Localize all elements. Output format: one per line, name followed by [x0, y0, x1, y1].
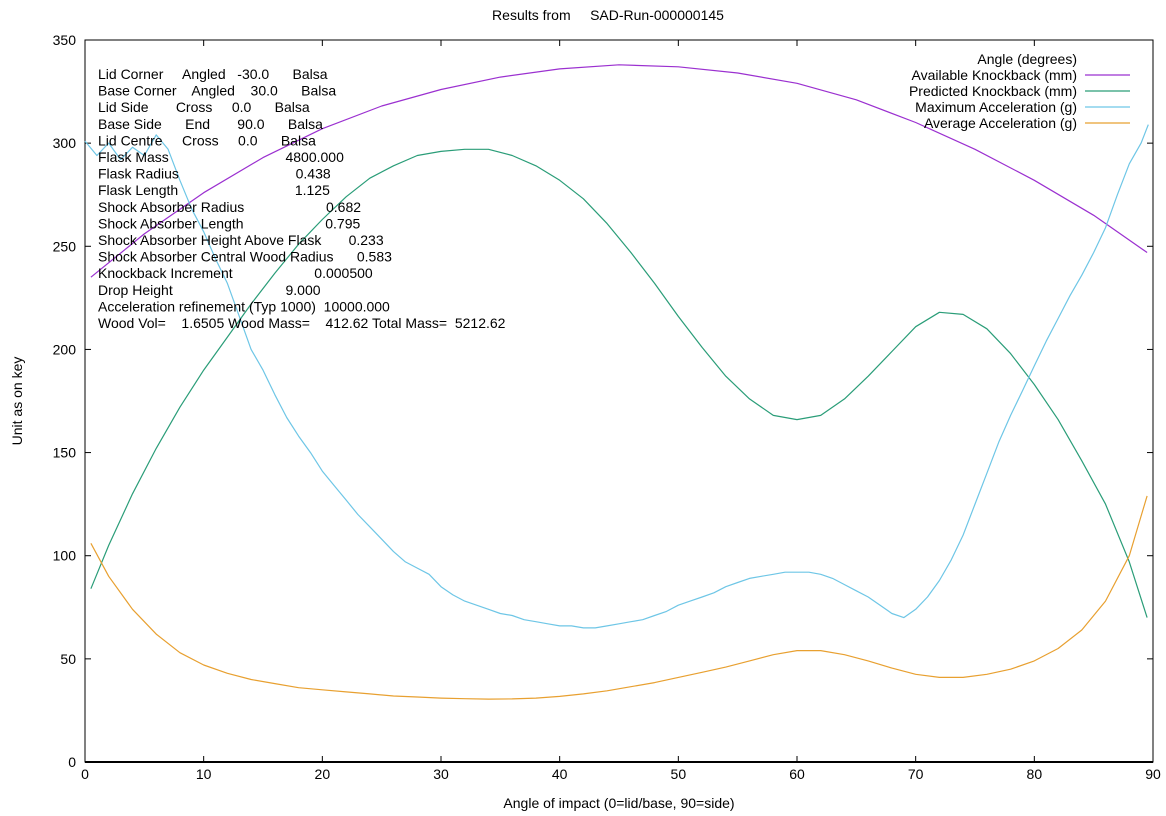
- series-line-0: [90, 64, 1148, 278]
- annotation-line: Lid Corner Angled -30.0 Balsa: [98, 66, 328, 82]
- annotation-line: Lid Side Cross 0.0 Balsa: [98, 99, 310, 115]
- annotation-line: Drop Height 9.000: [98, 282, 321, 298]
- x-axis: 0 10 20 30 40 50 60 70 80 90: [81, 40, 1161, 782]
- y-tick-label: 100: [53, 548, 77, 564]
- legend-entry-label: Maximum Acceleration (g): [915, 99, 1077, 115]
- annotation-line: Acceleration refinement (Typ 1000) 10000…: [98, 298, 390, 314]
- y-tick-label: 50: [60, 651, 76, 667]
- annotation-line: Shock Absorber Length 0.795: [98, 215, 360, 231]
- x-tick-label: 30: [433, 766, 449, 782]
- annotation-line: Lid Centre Cross 0.0 Balsa: [98, 132, 316, 148]
- annotation-line: Flask Radius 0.438: [98, 166, 331, 182]
- y-tick-label: 250: [53, 238, 77, 254]
- series-line-2: [84, 124, 1149, 629]
- annotation-line: Flask Mass 4800.000: [98, 149, 344, 165]
- x-tick-label: 20: [315, 766, 331, 782]
- legend-entry-label: Average Acceleration (g): [924, 115, 1077, 131]
- legend-entry-label: Predicted Knockback (mm): [909, 83, 1077, 99]
- annotation-line: Flask Length 1.125: [98, 182, 330, 198]
- y-tick-label: 300: [53, 135, 77, 151]
- legend-title: Angle (degrees): [977, 51, 1077, 67]
- y-tick-label: 200: [53, 341, 77, 357]
- annotation-line: Base Corner Angled 30.0 Balsa: [98, 83, 336, 99]
- x-tick-label: 0: [81, 766, 89, 782]
- annotation-line: Base Side End 90.0 Balsa: [98, 116, 323, 132]
- annotation-line: Wood Vol= 1.6505 Wood Mass= 412.62 Total…: [98, 315, 506, 331]
- y-tick-label: 350: [53, 32, 77, 48]
- annotation-line: Shock Absorber Radius 0.682: [98, 199, 361, 215]
- x-tick-label: 80: [1027, 766, 1043, 782]
- annotation-line: Knockback Increment 0.000500: [98, 265, 373, 281]
- x-axis-label: Angle of impact (0=lid/base, 90=side): [503, 795, 734, 811]
- x-tick-label: 60: [789, 766, 805, 782]
- x-tick-label: 40: [552, 766, 568, 782]
- series-lines: [84, 64, 1149, 700]
- series-line-3: [90, 495, 1148, 700]
- legend: Angle (degrees) Available Knockback (mm)…: [909, 51, 1130, 131]
- x-tick-label: 10: [196, 766, 212, 782]
- series-line-1: [90, 148, 1148, 618]
- y-axis: 0 50 100 150 200 250 300 350: [53, 32, 1153, 770]
- x-tick-label: 70: [908, 766, 924, 782]
- x-tick-label: 90: [1145, 766, 1161, 782]
- annotation-line: Shock Absorber Central Wood Radius 0.583: [98, 249, 392, 265]
- x-tick-label: 50: [671, 766, 687, 782]
- y-axis-label: Unit as on key: [9, 357, 25, 446]
- y-tick-label: 150: [53, 445, 77, 461]
- y-tick-label: 0: [68, 754, 76, 770]
- chart-title: Results from SAD-Run-000000145: [492, 7, 724, 23]
- annotation-line: Shock Absorber Height Above Flask 0.233: [98, 232, 384, 248]
- legend-entry-label: Available Knockback (mm): [912, 67, 1077, 83]
